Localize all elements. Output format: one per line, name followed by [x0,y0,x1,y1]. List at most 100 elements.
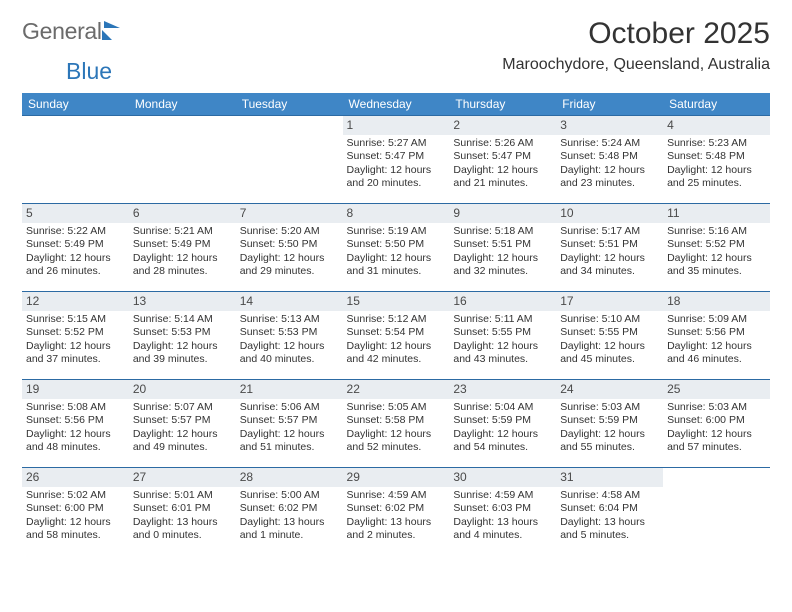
day-number: 25 [663,380,770,399]
sunrise-text: Sunrise: 5:03 AM [560,401,659,414]
sunrise-text: Sunrise: 4:59 AM [453,489,552,502]
sunrise-text: Sunrise: 5:19 AM [347,225,446,238]
daylight-text: Daylight: 12 hours and 58 minutes. [26,516,125,543]
sunset-text: Sunset: 6:00 PM [26,502,125,515]
sunrise-text: Sunrise: 5:14 AM [133,313,232,326]
daylight-text: Daylight: 13 hours and 4 minutes. [453,516,552,543]
day-header: Wednesday [343,93,450,116]
sunrise-text: Sunrise: 5:04 AM [453,401,552,414]
sunrise-text: Sunrise: 5:02 AM [26,489,125,502]
sunset-text: Sunset: 5:49 PM [26,238,125,251]
day-number: 19 [22,380,129,399]
sunrise-text: Sunrise: 5:23 AM [667,137,766,150]
logo-triangle-icon [104,21,120,28]
sunset-text: Sunset: 5:47 PM [347,150,446,163]
sunrise-text: Sunrise: 5:17 AM [560,225,659,238]
sunset-text: Sunset: 5:54 PM [347,326,446,339]
calendar-day-cell: 27Sunrise: 5:01 AMSunset: 6:01 PMDayligh… [129,467,236,555]
sunrise-text: Sunrise: 5:13 AM [240,313,339,326]
day-number: 11 [663,204,770,223]
daylight-text: Daylight: 12 hours and 39 minutes. [133,340,232,367]
sunrise-text: Sunrise: 4:59 AM [347,489,446,502]
day-number: 15 [343,292,450,311]
daylight-text: Daylight: 12 hours and 51 minutes. [240,428,339,455]
calendar-day-cell: 24Sunrise: 5:03 AMSunset: 5:59 PMDayligh… [556,379,663,467]
sunrise-text: Sunrise: 5:12 AM [347,313,446,326]
daylight-text: Daylight: 12 hours and 29 minutes. [240,252,339,279]
sunrise-text: Sunrise: 5:01 AM [133,489,232,502]
daylight-text: Daylight: 12 hours and 20 minutes. [347,164,446,191]
calendar-day-cell: 15Sunrise: 5:12 AMSunset: 5:54 PMDayligh… [343,291,450,379]
calendar-week-row: 19 Sunrise: 5:08 AMSunset: 5:56 PM Dayligh… [22,379,770,467]
calendar-day-cell: 1 Sunrise: 5:27 AMSunset: 5:47 PMDaylight… [343,115,450,203]
calendar-day-cell: 31Sunrise: 4:58 AMSunset: 6:04 PMDayligh… [556,467,663,555]
sunrise-text: Sunrise: 5:07 AM [133,401,232,414]
sunset-text: Sunset: 5:57 PM [133,414,232,427]
day-number: 16 [449,292,556,311]
day-number: 14 [236,292,343,311]
sunrise-text: Sunrise: 5:27 AM [347,137,446,150]
sunset-text: Sunset: 5:47 PM [453,150,552,163]
calendar-empty-cell [663,467,770,555]
daylight-text: Daylight: 12 hours and 21 minutes. [453,164,552,191]
calendar-day-cell: 17 Sunrise: 5:10 AMSunset: 5:55 PMDayligh… [556,291,663,379]
calendar-empty-cell [236,115,343,203]
calendar-day-cell: 8Sunrise: 5:19 AMSunset: 5:50 PMDaylight… [343,203,450,291]
day-number: 28 [236,468,343,487]
calendar-day-cell: 11Sunrise: 5:16 AMSunset: 5:52 PMDayligh… [663,203,770,291]
calendar-week-row: 26Sunrise: 5:02 AMSunset: 6:00 PMDayligh… [22,467,770,555]
daylight-text: Daylight: 12 hours and 54 minutes. [453,428,552,455]
calendar-day-cell: 9Sunrise: 5:18 AMSunset: 5:51 PMDaylight… [449,203,556,291]
day-number: 3 [556,116,663,135]
sunrise-text: Sunrise: 5:22 AM [26,225,125,238]
day-header: Monday [129,93,236,116]
sunset-text: Sunset: 5:59 PM [453,414,552,427]
sunset-text: Sunset: 5:50 PM [347,238,446,251]
daylight-text: Daylight: 13 hours and 1 minute. [240,516,339,543]
daylight-text: Daylight: 12 hours and 31 minutes. [347,252,446,279]
calendar-day-cell: 19Sunrise: 5:08 AMSunset: 5:56 PMDayligh… [22,379,129,467]
sunrise-text: Sunrise: 5:10 AM [560,313,659,326]
sunrise-text: Sunrise: 5:11 AM [453,313,552,326]
daylight-text: Daylight: 12 hours and 43 minutes. [453,340,552,367]
day-number: 24 [556,380,663,399]
sunset-text: Sunset: 6:03 PM [453,502,552,515]
sunset-text: Sunset: 5:55 PM [453,326,552,339]
sunset-text: Sunset: 5:55 PM [560,326,659,339]
daylight-text: Daylight: 12 hours and 25 minutes. [667,164,766,191]
daylight-text: Daylight: 12 hours and 46 minutes. [667,340,766,367]
sunrise-text: Sunrise: 5:08 AM [26,401,125,414]
sunset-text: Sunset: 5:56 PM [26,414,125,427]
sunrise-text: Sunrise: 5:05 AM [347,401,446,414]
sunset-text: Sunset: 5:50 PM [240,238,339,251]
day-header: Tuesday [236,93,343,116]
day-header: Thursday [449,93,556,116]
day-header: Friday [556,93,663,116]
daylight-text: Daylight: 12 hours and 45 minutes. [560,340,659,367]
calendar-header-row: SundayMondayTuesdayWednesdayThursdayFrid… [22,93,770,116]
calendar-day-cell: 4Sunrise: 5:23 AMSunset: 5:48 PMDaylight… [663,115,770,203]
day-header: Sunday [22,93,129,116]
day-number: 12 [22,292,129,311]
day-number: 10 [556,204,663,223]
day-number: 5 [22,204,129,223]
sunset-text: Sunset: 6:02 PM [240,502,339,515]
calendar-day-cell: 22Sunrise: 5:05 AMSunset: 5:58 PMDayligh… [343,379,450,467]
sunset-text: Sunset: 5:56 PM [667,326,766,339]
calendar-day-cell: 20Sunrise: 5:07 AMSunset: 5:57 PMDayligh… [129,379,236,467]
day-number: 1 [343,116,450,135]
calendar-week-row: 12Sunrise: 5:15 AMSunset: 5:52 PMDayligh… [22,291,770,379]
sunrise-text: Sunrise: 5:16 AM [667,225,766,238]
day-number: 17 [556,292,663,311]
sunrise-text: Sunrise: 5:18 AM [453,225,552,238]
day-number: 22 [343,380,450,399]
daylight-text: Daylight: 12 hours and 57 minutes. [667,428,766,455]
sunrise-text: Sunrise: 5:20 AM [240,225,339,238]
day-number: 23 [449,380,556,399]
sunrise-text: Sunrise: 5:09 AM [667,313,766,326]
calendar-day-cell: 10Sunrise: 5:17 AMSunset: 5:51 PMDayligh… [556,203,663,291]
sunset-text: Sunset: 5:48 PM [560,150,659,163]
sunrise-text: Sunrise: 5:00 AM [240,489,339,502]
calendar-day-cell: 7Sunrise: 5:20 AMSunset: 5:50 PMDaylight… [236,203,343,291]
title-block: October 2025 Maroochydore, Queensland, A… [502,18,770,74]
